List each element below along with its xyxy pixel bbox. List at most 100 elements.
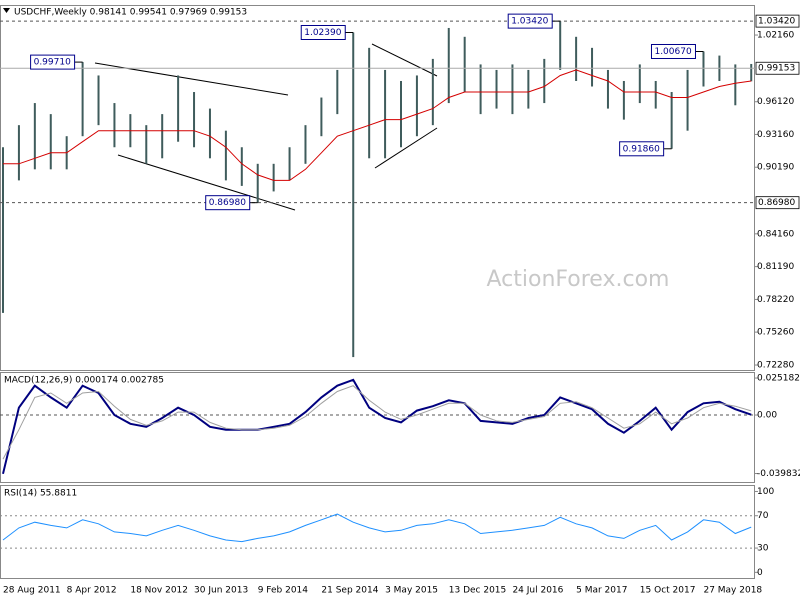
- price-bar: [527, 69, 530, 109]
- price-bar: [97, 75, 100, 126]
- price-label-box: [755, 196, 800, 210]
- y-tick-label: 0.90190: [757, 163, 794, 173]
- rsi-title: RSI(14) 55.8811: [4, 489, 77, 499]
- price-bar: [336, 69, 339, 115]
- annotation-box: [205, 195, 251, 211]
- price-bar: [49, 114, 52, 170]
- price-label: 0.99153: [758, 64, 795, 74]
- price-bar: [193, 92, 196, 148]
- x-tick-label: 15 Oct 2017: [640, 586, 696, 596]
- annotation-label: 1.02390: [304, 28, 341, 38]
- trend-line: [117, 154, 296, 211]
- rsi-panel: [0, 485, 755, 579]
- trend-line: [371, 43, 438, 77]
- macd-line: [2, 378, 752, 475]
- watermark: ActionForex.com: [487, 267, 670, 292]
- x-tick-label: 8 Apr 2012: [67, 586, 117, 596]
- x-tick-label: 24 Jul 2016: [512, 586, 563, 596]
- x-tick-label: 18 Nov 2012: [130, 586, 188, 596]
- price-label-box: [755, 61, 800, 75]
- macd-panel: [0, 372, 755, 483]
- price-bar: [606, 69, 609, 109]
- price-bar: [654, 80, 657, 109]
- price-bar: [208, 108, 211, 159]
- price-bar: [304, 125, 307, 164]
- y-tick-label: 100: [757, 487, 774, 497]
- price-bar: [479, 64, 482, 115]
- y-tick-label: 0.75260: [757, 328, 794, 338]
- price-bar: [638, 64, 641, 104]
- macd-title: MACD(12,26,9) 0.000174 0.002785: [4, 376, 164, 386]
- price-bar: [320, 97, 323, 137]
- price-bar: [543, 58, 546, 104]
- price-bar: [81, 62, 84, 137]
- price-bar: [177, 75, 180, 142]
- x-tick-label: 27 May 2018: [703, 586, 762, 596]
- price-bar: [463, 36, 466, 93]
- annotation-label: 1.00670: [654, 47, 691, 57]
- y-tick-label: 0.78220: [757, 295, 794, 305]
- y-tick-label: 0.72280: [757, 361, 794, 371]
- price-bar: [288, 147, 291, 181]
- price-bar: [400, 80, 402, 148]
- annotation-box: [619, 141, 665, 157]
- macd-line: [2, 385, 752, 460]
- price-bar: [224, 130, 227, 181]
- x-tick-label: 30 Jun 2013: [194, 586, 248, 596]
- price-label: 1.03420: [758, 17, 795, 27]
- x-tick-label: 5 Mar 2017: [576, 586, 627, 596]
- y-tick-label: 0.025182: [757, 374, 800, 384]
- moving-average: [3, 69, 752, 181]
- y-tick-label: -0.039832: [757, 469, 800, 479]
- price-bar: [431, 58, 434, 126]
- price-bar: [272, 163, 275, 192]
- price-bar: [591, 47, 594, 87]
- price-label: 0.86980: [758, 198, 795, 208]
- y-tick-label: 70: [757, 511, 769, 521]
- dropdown-icon: [3, 8, 10, 13]
- chart-title: USDCHF,Weekly 0.98141 0.99541 0.97969 0.…: [14, 8, 247, 18]
- y-tick-label: 0.84160: [757, 229, 794, 239]
- annotation-label: 0.86980: [209, 198, 246, 208]
- annotation-label: 0.91860: [623, 144, 660, 154]
- y-tick-label: 0.81190: [757, 262, 794, 272]
- annotation-label: 1.03420: [511, 17, 548, 27]
- x-tick-label: 28 Aug 2011: [3, 586, 61, 596]
- price-bar: [734, 64, 737, 106]
- y-tick-label: 0.93160: [757, 130, 794, 140]
- rsi-line: [2, 513, 752, 543]
- y-tick-label: 0: [757, 568, 763, 578]
- price-bar: [670, 92, 673, 149]
- annotation-box: [300, 24, 346, 40]
- y-tick-label: 0.96120: [757, 97, 794, 107]
- price-bar: [33, 103, 36, 170]
- price-bar: [622, 80, 625, 120]
- price-panel: [0, 5, 755, 371]
- price-bar: [559, 21, 562, 70]
- y-tick-label: 0.00: [757, 411, 777, 421]
- price-bar: [2, 147, 4, 313]
- price-bar: [256, 163, 259, 203]
- price-bar: [145, 125, 148, 164]
- price-bar: [113, 103, 116, 148]
- price-bar: [384, 69, 387, 159]
- price-bar: [415, 75, 418, 137]
- y-tick-label: 1.02160: [757, 31, 794, 41]
- price-label-box: [755, 14, 800, 28]
- price-bar: [495, 69, 498, 109]
- price-bar: [750, 63, 753, 82]
- x-tick-label: 13 Dec 2015: [449, 586, 507, 596]
- x-tick-label: 9 Feb 2014: [258, 586, 309, 596]
- trend-line: [374, 127, 438, 169]
- y-tick-label: 30: [757, 544, 769, 554]
- price-bar: [511, 64, 514, 115]
- price-bar: [352, 32, 355, 358]
- price-bar: [702, 51, 705, 87]
- annotation-box: [650, 43, 696, 59]
- price-bar: [447, 27, 450, 104]
- price-bar: [161, 114, 164, 159]
- price-bar: [240, 147, 243, 186]
- price-bar: [368, 47, 371, 159]
- price-bar: [17, 125, 20, 181]
